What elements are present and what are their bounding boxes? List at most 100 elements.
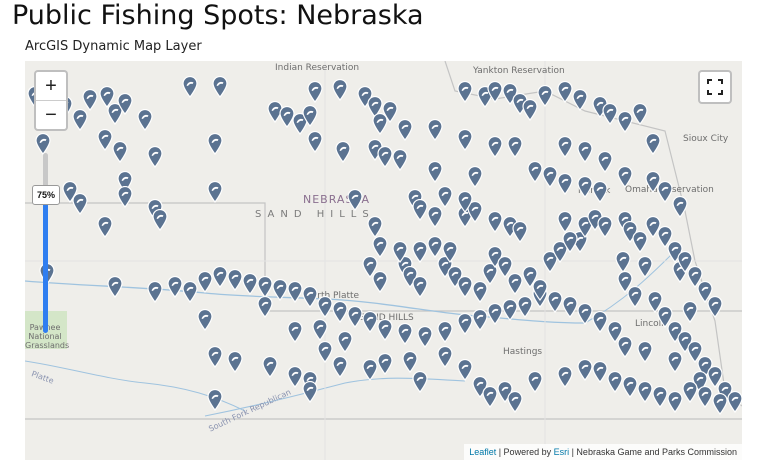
fishing-spot-marker[interactable]: [682, 380, 698, 403]
fishing-spot-marker[interactable]: [372, 112, 388, 135]
fishing-spot-marker[interactable]: [262, 355, 278, 378]
fishing-spot-marker[interactable]: [487, 135, 503, 158]
fishing-spot-marker[interactable]: [507, 135, 523, 158]
fishing-spot-marker[interactable]: [562, 295, 578, 318]
fishing-spot-marker[interactable]: [112, 140, 128, 163]
fishing-spot-marker[interactable]: [482, 262, 498, 285]
fishing-spot-marker[interactable]: [312, 318, 328, 341]
fishing-spot-marker[interactable]: [532, 278, 548, 301]
fishing-spot-marker[interactable]: [467, 200, 483, 223]
fishing-spot-marker[interactable]: [645, 170, 661, 193]
fishing-spot-marker[interactable]: [332, 78, 348, 101]
fishing-spot-marker[interactable]: [287, 365, 303, 388]
fishing-spot-marker[interactable]: [302, 104, 318, 127]
fishing-spot-marker[interactable]: [592, 360, 608, 383]
fishing-spot-marker[interactable]: [427, 118, 443, 141]
zoom-in-button[interactable]: +: [45, 75, 57, 97]
fishing-spot-marker[interactable]: [137, 108, 153, 131]
fishing-spot-marker[interactable]: [487, 302, 503, 325]
fishing-spot-marker[interactable]: [117, 185, 133, 208]
fishing-spot-marker[interactable]: [167, 275, 183, 298]
fishing-spot-marker[interactable]: [412, 370, 428, 393]
fishing-spot-marker[interactable]: [437, 345, 453, 368]
fishing-spot-marker[interactable]: [682, 300, 698, 323]
esri-link[interactable]: Esri: [553, 447, 570, 457]
fishing-spot-marker[interactable]: [507, 390, 523, 413]
fishing-spot-marker[interactable]: [227, 268, 243, 291]
fishing-spot-marker[interactable]: [507, 272, 523, 295]
fishing-spot-marker[interactable]: [697, 280, 713, 303]
fishing-spot-marker[interactable]: [207, 180, 223, 203]
fishing-spot-marker[interactable]: [97, 128, 113, 151]
fishing-spot-marker[interactable]: [182, 75, 198, 98]
fishing-spot-marker[interactable]: [307, 80, 323, 103]
fishing-spot-marker[interactable]: [362, 310, 378, 333]
fishing-spot-marker[interactable]: [577, 140, 593, 163]
fishing-spot-marker[interactable]: [279, 105, 295, 128]
fishing-spot-marker[interactable]: [35, 132, 51, 155]
fishing-spot-marker[interactable]: [197, 270, 213, 293]
fishing-spot-marker[interactable]: [472, 308, 488, 331]
fishing-spot-marker[interactable]: [347, 305, 363, 328]
fishing-spot-marker[interactable]: [372, 270, 388, 293]
fishing-spot-marker[interactable]: [607, 320, 623, 343]
fishing-spot-marker[interactable]: [572, 88, 588, 111]
fishing-spot-marker[interactable]: [117, 92, 133, 115]
fishing-spot-marker[interactable]: [107, 275, 123, 298]
fishing-spot-marker[interactable]: [617, 335, 633, 358]
fishing-spot-marker[interactable]: [592, 310, 608, 333]
fishing-spot-marker[interactable]: [657, 180, 673, 203]
fishing-spot-marker[interactable]: [597, 150, 613, 173]
fishing-spot-marker[interactable]: [72, 192, 88, 215]
fishing-spot-marker[interactable]: [647, 290, 663, 313]
fishing-spot-marker[interactable]: [347, 188, 363, 211]
fishing-spot-marker[interactable]: [362, 255, 378, 278]
fullscreen-button[interactable]: [698, 70, 732, 104]
fishing-spot-marker[interactable]: [677, 250, 693, 273]
fishing-spot-marker[interactable]: [257, 295, 273, 318]
fishing-spot-marker[interactable]: [537, 84, 553, 107]
fishing-spot-marker[interactable]: [437, 320, 453, 343]
fishing-spot-marker[interactable]: [652, 385, 668, 408]
fishing-spot-marker[interactable]: [517, 295, 533, 318]
fishing-spot-marker[interactable]: [72, 108, 88, 131]
zoom-out-button[interactable]: −: [36, 100, 66, 129]
fishing-spot-marker[interactable]: [377, 352, 393, 375]
fishing-spot-marker[interactable]: [207, 345, 223, 368]
fishing-spot-marker[interactable]: [632, 102, 648, 125]
fishing-spot-marker[interactable]: [557, 135, 573, 158]
fishing-spot-marker[interactable]: [667, 390, 683, 413]
fishing-spot-marker[interactable]: [257, 275, 273, 298]
fishing-spot-marker[interactable]: [392, 148, 408, 171]
fishing-spot-marker[interactable]: [99, 85, 115, 108]
fishing-spot-marker[interactable]: [522, 98, 538, 121]
fishing-spot-marker[interactable]: [307, 130, 323, 153]
fishing-spot-marker[interactable]: [335, 140, 351, 163]
fishing-spot-marker[interactable]: [667, 350, 683, 373]
fishing-spot-marker[interactable]: [437, 185, 453, 208]
fishing-spot-marker[interactable]: [487, 80, 503, 103]
fishing-spot-marker[interactable]: [527, 160, 543, 183]
fishing-spot-marker[interactable]: [687, 340, 703, 363]
fishing-spot-marker[interactable]: [272, 278, 288, 301]
fishing-spot-marker[interactable]: [597, 215, 613, 238]
fishing-spot-marker[interactable]: [147, 145, 163, 168]
map-container[interactable]: Indian Reservation Yankton Reservation S…: [25, 61, 742, 460]
fishing-spot-marker[interactable]: [287, 280, 303, 303]
fishing-spot-marker[interactable]: [427, 205, 443, 228]
fishing-spot-marker[interactable]: [617, 110, 633, 133]
fishing-spot-marker[interactable]: [622, 375, 638, 398]
fishing-spot-marker[interactable]: [417, 325, 433, 348]
fishing-spot-marker[interactable]: [632, 230, 648, 253]
fishing-spot-marker[interactable]: [372, 235, 388, 258]
fishing-spot-marker[interactable]: [557, 80, 573, 103]
fishing-spot-marker[interactable]: [332, 300, 348, 323]
fishing-spot-marker[interactable]: [607, 370, 623, 393]
fishing-spot-marker[interactable]: [287, 320, 303, 343]
fishing-spot-marker[interactable]: [457, 80, 473, 103]
fishing-spot-marker[interactable]: [457, 275, 473, 298]
fishing-spot-marker[interactable]: [362, 358, 378, 381]
fishing-spot-marker[interactable]: [577, 175, 593, 198]
fishing-spot-marker[interactable]: [412, 240, 428, 263]
fishing-spot-marker[interactable]: [527, 370, 543, 393]
